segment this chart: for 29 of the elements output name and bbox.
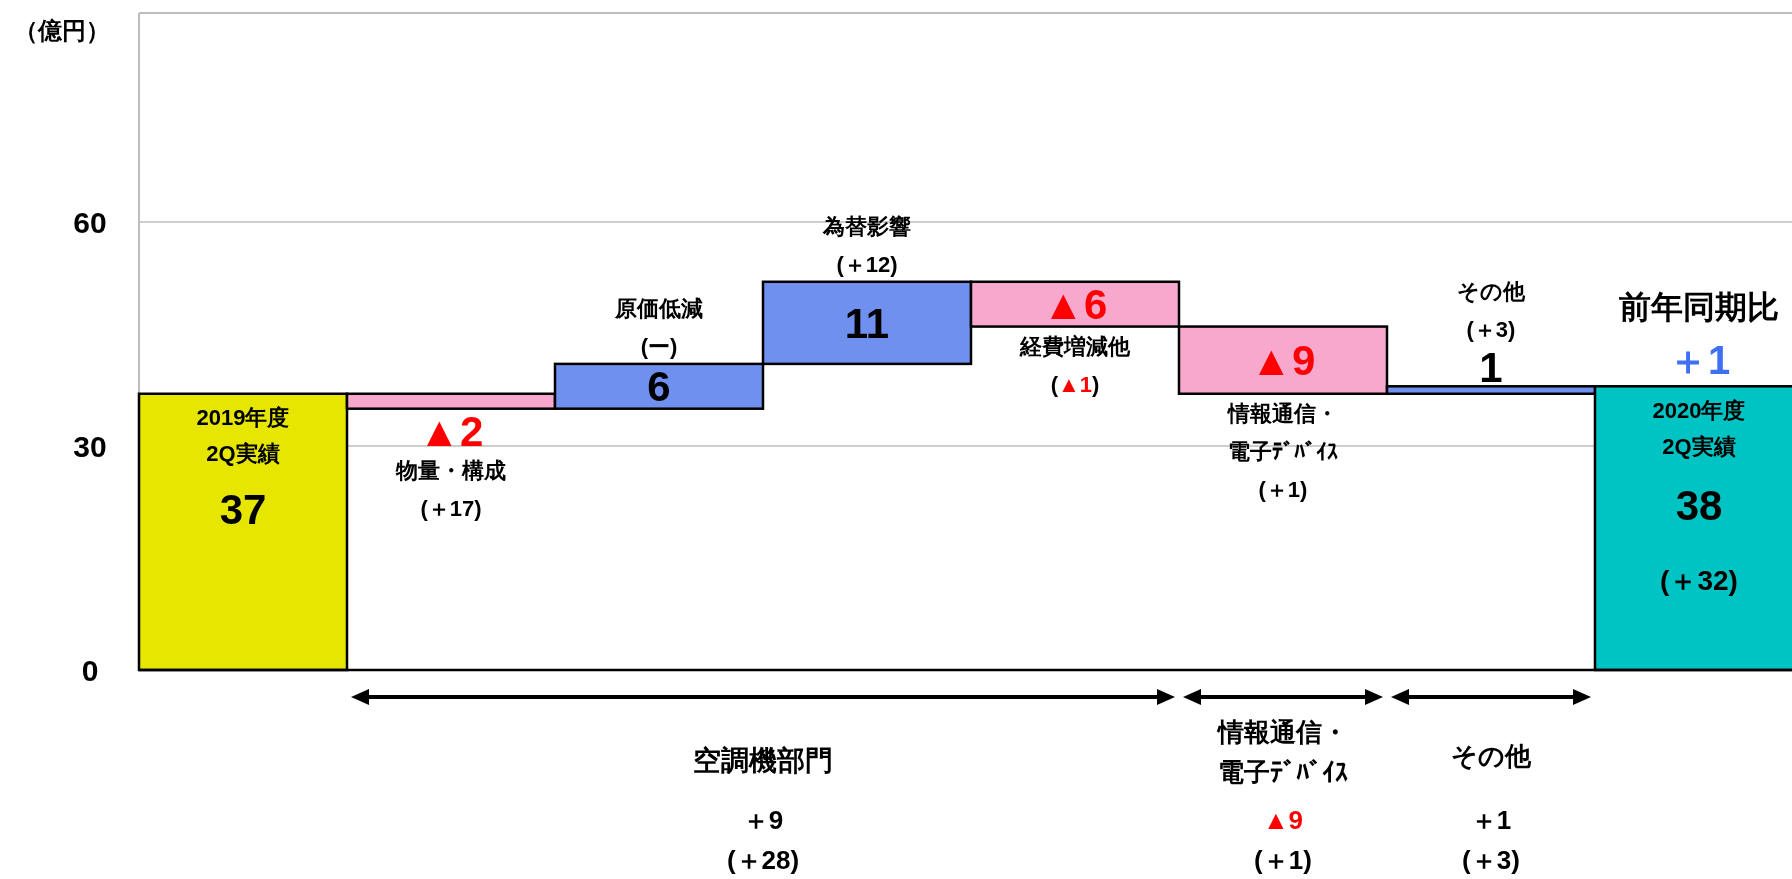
data-label: 6 — [647, 363, 671, 410]
x-tick-label: 2019年度2Q実績 — [196, 405, 290, 467]
y-axis-title: （億円） — [14, 17, 110, 45]
x-tick-label: 原価低減 (ー) — [614, 295, 703, 359]
y-tick-label: 0 — [81, 653, 99, 687]
x-tick-label: 経費増減他 (▲1) — [1019, 334, 1131, 398]
data-label: 1 — [1479, 344, 1503, 392]
text: 情報通信・電子ﾃﾞﾊﾞｲｽ — [1216, 717, 1348, 788]
data-label: ▲2 — [418, 408, 484, 456]
text: その他 — [1451, 741, 1532, 772]
x-tick-label: 物量・構成 (＋17) — [395, 458, 506, 522]
x-tick-label: その他 (＋3) — [1457, 278, 1526, 342]
text: ＋1 (＋3) — [1462, 805, 1520, 876]
annotation: 前年同期比 — [1619, 289, 1779, 326]
data-label: 37 — [219, 486, 267, 534]
x-tick-label: 2020年度2Q実績 — [1652, 397, 1746, 459]
text: ＋9 (＋28) — [726, 805, 800, 876]
annotation: (＋32) — [1660, 564, 1738, 596]
x-tick-label: 情報通信・電子ﾃﾞﾊﾞｲｽ (＋1) — [1226, 401, 1338, 503]
text: 空調機部門 — [693, 744, 833, 776]
data-label: 38 — [1675, 482, 1723, 530]
y-tick-label: 30 — [73, 429, 107, 463]
annotation: ＋1 — [1667, 338, 1731, 382]
data-label: ▲6 — [1042, 280, 1108, 328]
y-tick-label: 60 — [73, 205, 107, 239]
text: ▲9 (＋1) — [1254, 805, 1312, 876]
data-label: 11 — [844, 299, 890, 347]
data-label: ▲9 — [1250, 336, 1316, 384]
x-tick-label: 為替影響 (＋12) — [822, 213, 911, 277]
